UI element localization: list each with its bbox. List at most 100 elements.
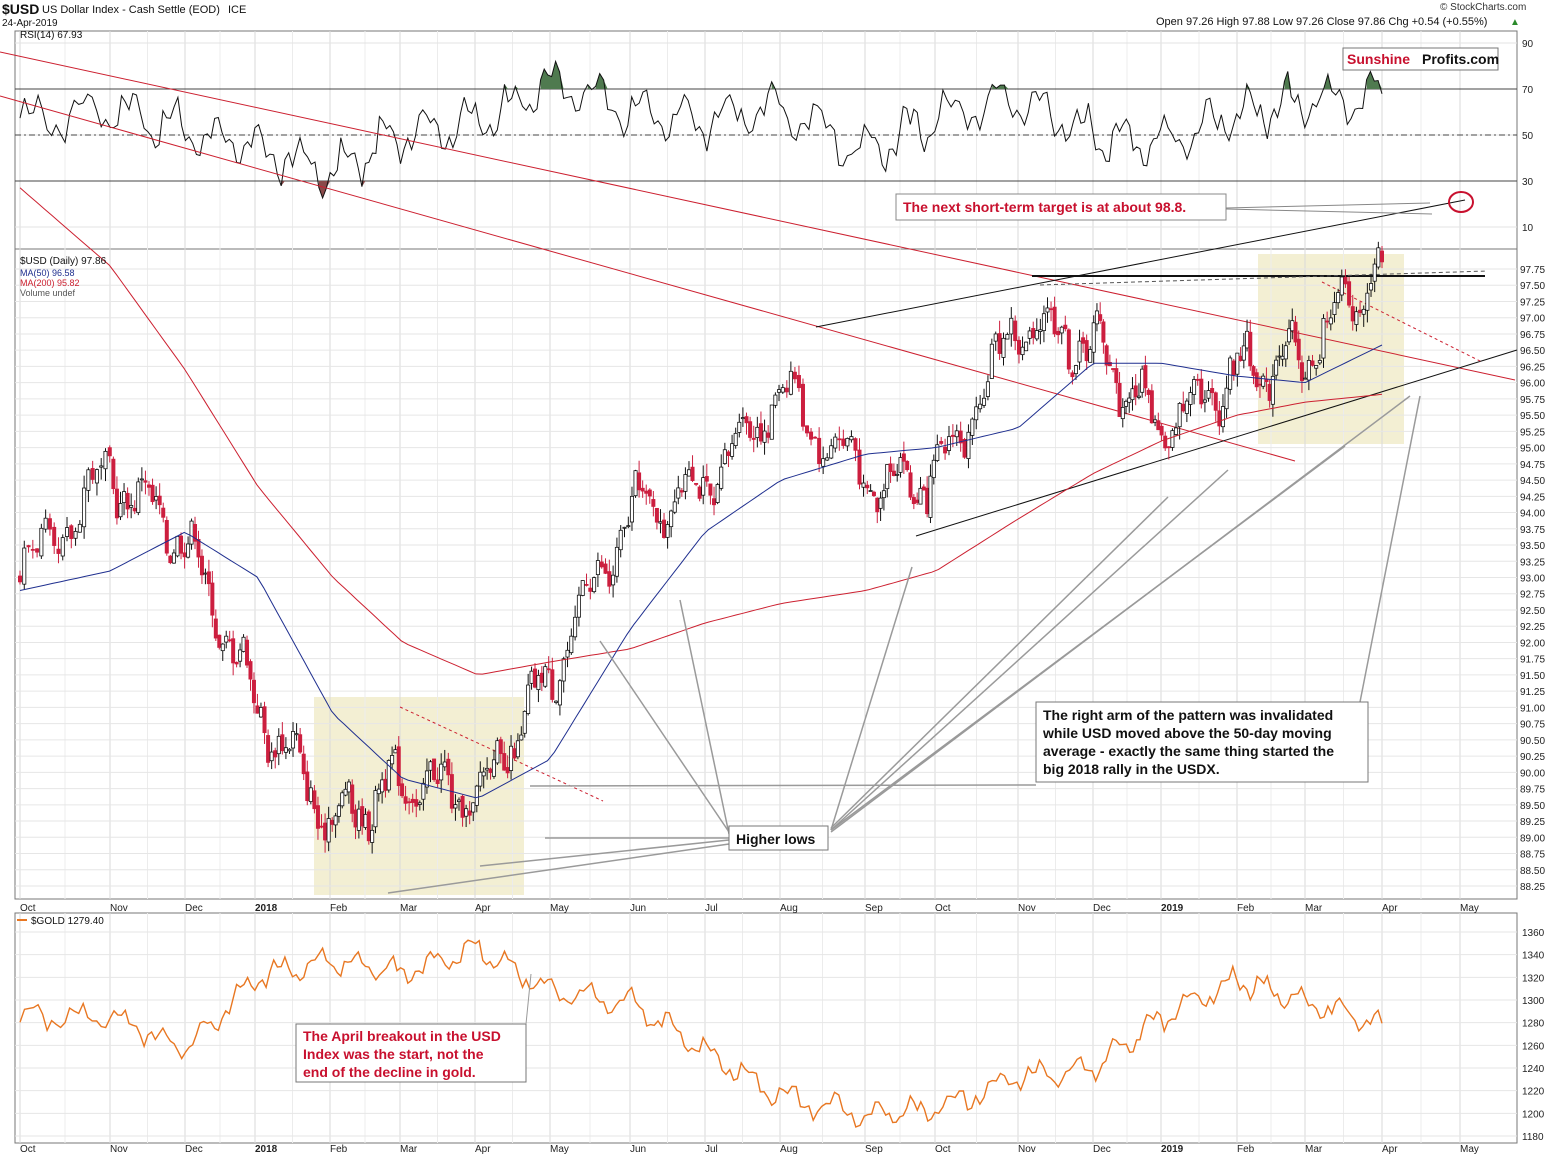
gold-tick-label: 1300	[1522, 996, 1545, 1007]
candle-body	[182, 552, 187, 558]
candle-body	[640, 487, 645, 492]
candle-body	[298, 734, 303, 753]
candle-body	[35, 548, 40, 553]
gold-note-box	[295, 1023, 527, 1083]
candle-body	[690, 466, 695, 481]
candle-body	[139, 478, 144, 481]
candle-body	[1170, 430, 1175, 448]
candle-body	[1159, 425, 1164, 436]
candle-body	[683, 474, 688, 492]
candle-body	[1045, 307, 1050, 313]
candle-body	[970, 418, 975, 436]
candle-body	[607, 571, 612, 587]
candle-body	[726, 451, 731, 456]
price-tick-label: 94.75	[1520, 460, 1545, 471]
candle-body	[911, 497, 916, 505]
candle-body	[146, 484, 151, 488]
candle-body	[1347, 281, 1352, 306]
symbol-name: US Dollar Index - Cash Settle (EOD)	[42, 4, 220, 16]
candle-body	[1267, 383, 1272, 401]
legend-volume: Volume undef	[20, 288, 76, 298]
candle-body	[875, 497, 880, 513]
candle-body	[1181, 403, 1186, 412]
callout-pointer	[599, 640, 730, 833]
candle-body	[878, 497, 883, 509]
candle-body	[217, 634, 222, 648]
candle-body	[1024, 341, 1029, 352]
candle-body	[305, 771, 310, 802]
candle-body	[403, 796, 408, 804]
x-tick-label: Dec	[1093, 903, 1111, 914]
candle-body	[950, 434, 955, 437]
candle-body	[186, 543, 191, 558]
candle-body	[532, 668, 537, 688]
candle-body	[1059, 326, 1064, 334]
candle-body	[370, 829, 375, 843]
candle-body	[1321, 318, 1326, 359]
candle-body	[1206, 390, 1211, 399]
candle-body	[1070, 372, 1075, 378]
candle-body	[1261, 375, 1266, 387]
candle-body	[1005, 334, 1010, 340]
candle-body	[898, 457, 903, 473]
price-tick-label: 97.00	[1520, 314, 1545, 325]
gold-tick-label: 1220	[1522, 1087, 1545, 1098]
up-arrow-icon: ▲	[1510, 17, 1520, 28]
candle-body	[376, 788, 381, 795]
candle-body	[722, 449, 727, 464]
candle-body	[573, 616, 578, 638]
candle-body	[868, 490, 873, 492]
candle-body	[1332, 302, 1337, 315]
price-tick-label: 95.25	[1520, 427, 1545, 438]
candle-body	[175, 535, 180, 557]
candle-body	[1111, 368, 1116, 370]
candle-body	[704, 476, 709, 482]
candle-body	[114, 488, 119, 519]
candle-body	[1156, 420, 1161, 431]
candle-body	[294, 733, 299, 736]
candle-body	[1241, 345, 1246, 361]
candle-body	[584, 583, 589, 586]
x-tick-label: Feb	[330, 1144, 348, 1155]
legend-ma50: MA(50) 96.58	[20, 268, 75, 278]
x-tick-label: May	[1460, 1144, 1479, 1155]
candle-body	[557, 680, 562, 706]
gold-tick-label: 1260	[1522, 1041, 1545, 1052]
x-tick-label: Jul	[705, 903, 718, 914]
candle-body	[1369, 283, 1374, 291]
candle-body	[1213, 392, 1218, 411]
gold-area: $GOLD 1279.40	[17, 916, 1383, 1128]
candle-body	[526, 684, 531, 714]
gold-line	[19, 939, 1383, 1128]
gold-tick-label: 1280	[1522, 1019, 1545, 1030]
candle-body	[561, 658, 566, 682]
candle-body	[1063, 324, 1068, 330]
price-tick-label: 91.25	[1520, 687, 1545, 698]
candle-body	[1104, 345, 1109, 366]
candle-body	[287, 748, 292, 752]
candle-body	[595, 560, 600, 576]
gold-tick-label: 1340	[1522, 951, 1545, 962]
candle-body	[1140, 368, 1145, 393]
candle-body	[751, 437, 756, 440]
candle-body	[330, 819, 335, 825]
candle-body	[1166, 446, 1171, 449]
candle-body	[421, 782, 426, 800]
candle-body	[1283, 345, 1288, 360]
candle-body	[488, 768, 493, 773]
target-box	[895, 193, 1227, 221]
candle-body	[1101, 321, 1106, 343]
candle-body	[588, 587, 593, 592]
candle-body	[800, 383, 805, 427]
price-area: $USD (Daily) 97.86 MA(50) 96.58 MA(200) …	[17, 187, 1385, 854]
candle-body	[817, 437, 822, 465]
candle-body	[103, 450, 108, 470]
candle-body	[94, 469, 99, 484]
callout-pointers	[387, 202, 1433, 894]
candle-body	[989, 343, 994, 379]
candle-body	[428, 761, 433, 771]
candle-body	[26, 545, 31, 548]
candle-body	[383, 778, 388, 791]
second-resistance-line	[0, 95, 1296, 462]
candle-body	[400, 783, 405, 797]
